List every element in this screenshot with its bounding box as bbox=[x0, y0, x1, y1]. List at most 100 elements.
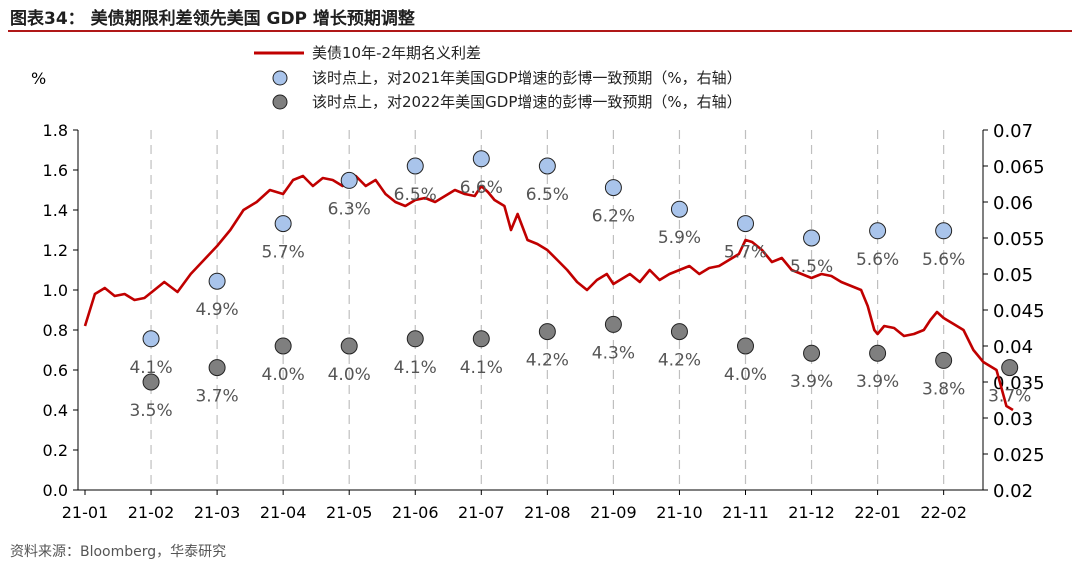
x-tick-label: 21-11 bbox=[722, 503, 769, 522]
right-tick-label: 0.05 bbox=[993, 265, 1033, 286]
legend-label-2021: 该时点上，对2021年美国GDP增速的彭博一致预期（%，右轴） bbox=[312, 69, 742, 87]
gdp-2021-data-label: 4.9% bbox=[195, 300, 238, 320]
gdp-2021-data-label: 5.6% bbox=[856, 250, 899, 270]
gdp-2021-point bbox=[208, 272, 226, 290]
x-tick-label: 21-08 bbox=[524, 503, 571, 522]
gdp-2021-point bbox=[803, 229, 821, 247]
gdp-2021-data-label: 6.5% bbox=[526, 185, 569, 205]
gdp-2022-data-label: 3.7% bbox=[195, 387, 238, 407]
gdp-2022-point bbox=[670, 323, 688, 341]
gdp-2021-data-label: 6.6% bbox=[460, 178, 503, 198]
gdp-2022-point bbox=[406, 330, 424, 348]
gdp-2022-data-label: 3.9% bbox=[856, 372, 899, 392]
gdp-2022-series: 3.5% 3.7% 4.0% 4.0% 4.1% 4.1% 4.2% 4.3% 4.2% 4.0%… bbox=[129, 315, 1031, 421]
right-tick-label: 0.03 bbox=[993, 409, 1033, 430]
left-tick-label: 0.4 bbox=[43, 401, 68, 420]
gdp-2022-point bbox=[274, 337, 292, 355]
x-tick-label: 21-03 bbox=[194, 503, 241, 522]
gdp-2021-point bbox=[472, 150, 490, 168]
x-tick-label: 21-12 bbox=[788, 503, 835, 522]
legend-marker-2021 bbox=[272, 70, 288, 86]
gdp-2022-data-label: 3.7% bbox=[988, 387, 1031, 407]
x-tick-label: 22-02 bbox=[920, 503, 967, 522]
right-tick-label: 0.065 bbox=[993, 157, 1045, 178]
x-tick-label: 21-10 bbox=[656, 503, 703, 522]
gdp-2022-data-label: 4.1% bbox=[460, 358, 503, 378]
gdp-2021-data-label: 6.5% bbox=[394, 185, 437, 205]
right-tick-label: 0.055 bbox=[993, 229, 1045, 250]
gdp-2022-data-label: 4.1% bbox=[394, 358, 437, 378]
x-tick-label: 21-04 bbox=[260, 503, 307, 522]
gdp-2021-data-label: 5.9% bbox=[658, 228, 701, 248]
gdp-2021-data-label: 5.6% bbox=[922, 250, 965, 270]
left-tick-label: 0.2 bbox=[43, 441, 68, 460]
legend-marker-2022 bbox=[272, 94, 288, 110]
x-axis-ticks: 21-01 21-02 21-03 21-04 21-05 21-06 21-07 21-08… bbox=[62, 490, 967, 522]
x-tick-label: 21-05 bbox=[326, 503, 373, 522]
gdp-2021-point bbox=[869, 222, 887, 240]
vertical-gridlines bbox=[150, 130, 945, 490]
gdp-2021-point bbox=[670, 200, 688, 218]
left-axis-ticks: 0.0 0.2 0.4 0.6 0.8 1.0 1.2 1.4 1.6 1.8 bbox=[43, 121, 78, 500]
gdp-2022-data-label: 4.0% bbox=[724, 365, 767, 385]
right-tick-label: 0.06 bbox=[993, 193, 1033, 214]
gdp-2022-point bbox=[340, 337, 358, 355]
title-rule bbox=[8, 30, 1072, 32]
gdp-2021-data-label: 5.7% bbox=[724, 243, 767, 263]
gdp-2022-point bbox=[208, 359, 226, 377]
x-tick-label: 21-07 bbox=[458, 503, 505, 522]
left-tick-label: 1.4 bbox=[43, 201, 68, 220]
left-tick-label: 0.8 bbox=[43, 321, 68, 340]
x-tick-label: 21-01 bbox=[62, 503, 109, 522]
left-tick-label: 0.0 bbox=[43, 481, 68, 500]
gdp-2022-data-label: 4.0% bbox=[328, 365, 371, 385]
source-note: 资料来源：Bloomberg，华泰研究 bbox=[10, 544, 226, 560]
left-axis-unit-label: % bbox=[31, 69, 46, 88]
gdp-2022-data-label: 3.5% bbox=[129, 401, 172, 421]
gdp-2021-point bbox=[142, 330, 160, 348]
gdp-2022-point bbox=[803, 344, 821, 362]
right-tick-label: 0.07 bbox=[993, 121, 1033, 142]
gdp-2022-point bbox=[604, 315, 622, 333]
legend-label-2022: 该时点上，对2022年美国GDP增速的彭博一致预期（%，右轴） bbox=[312, 93, 742, 111]
x-tick-label: 22-01 bbox=[854, 503, 901, 522]
gdp-2021-point bbox=[340, 171, 358, 189]
gdp-2021-data-label: 5.5% bbox=[790, 257, 833, 277]
gdp-2021-data-label: 4.1% bbox=[129, 358, 172, 378]
gdp-2022-data-label: 3.8% bbox=[922, 379, 965, 399]
gdp-2021-point bbox=[406, 157, 424, 175]
right-tick-label: 0.025 bbox=[993, 445, 1045, 466]
gdp-2022-point bbox=[472, 330, 490, 348]
gdp-2021-point bbox=[538, 157, 556, 175]
x-tick-label: 21-06 bbox=[392, 503, 439, 522]
left-tick-label: 1.0 bbox=[43, 281, 68, 300]
gdp-2021-series: 4.1% 4.9% 5.7% 6.3% 6.5% 6.6% 6.5% 6.2% 5.9% 5.7%… bbox=[129, 150, 965, 378]
legend-label-spread: 美债10年-2年期名义利差 bbox=[312, 44, 481, 62]
figure-title: 图表34： 美债期限利差领先美国 GDP 增长预期调整 bbox=[10, 9, 415, 29]
left-tick-label: 0.6 bbox=[43, 361, 68, 380]
gdp-2022-data-label: 4.2% bbox=[526, 351, 569, 371]
gdp-2021-data-label: 6.2% bbox=[592, 207, 635, 227]
spread-line bbox=[83, 174, 1014, 412]
gdp-2022-data-label: 4.0% bbox=[262, 365, 305, 385]
gdp-2021-data-label: 6.3% bbox=[328, 199, 371, 219]
gdp-2022-data-label: 4.3% bbox=[592, 343, 635, 363]
gdp-2022-point bbox=[538, 323, 556, 341]
gdp-2021-point bbox=[604, 179, 622, 197]
gdp-2021-point bbox=[935, 222, 953, 240]
gdp-2022-point bbox=[142, 373, 160, 391]
left-tick-label: 1.2 bbox=[43, 241, 68, 260]
gdp-2022-point bbox=[935, 351, 953, 369]
gdp-2021-data-label: 5.7% bbox=[262, 243, 305, 263]
right-tick-label: 0.04 bbox=[993, 337, 1033, 358]
spread-series bbox=[83, 174, 1014, 412]
gdp-2022-data-label: 3.9% bbox=[790, 372, 833, 392]
gdp-2022-point bbox=[1001, 359, 1019, 377]
gdp-2021-point bbox=[274, 215, 292, 233]
left-tick-label: 1.8 bbox=[43, 121, 68, 140]
legend: 美债10年-2年期名义利差 该时点上，对2021年美国GDP增速的彭博一致预期（… bbox=[254, 44, 742, 111]
gdp-2022-data-label: 4.2% bbox=[658, 351, 701, 371]
right-tick-label: 0.02 bbox=[993, 481, 1033, 502]
gdp-2022-point bbox=[869, 344, 887, 362]
